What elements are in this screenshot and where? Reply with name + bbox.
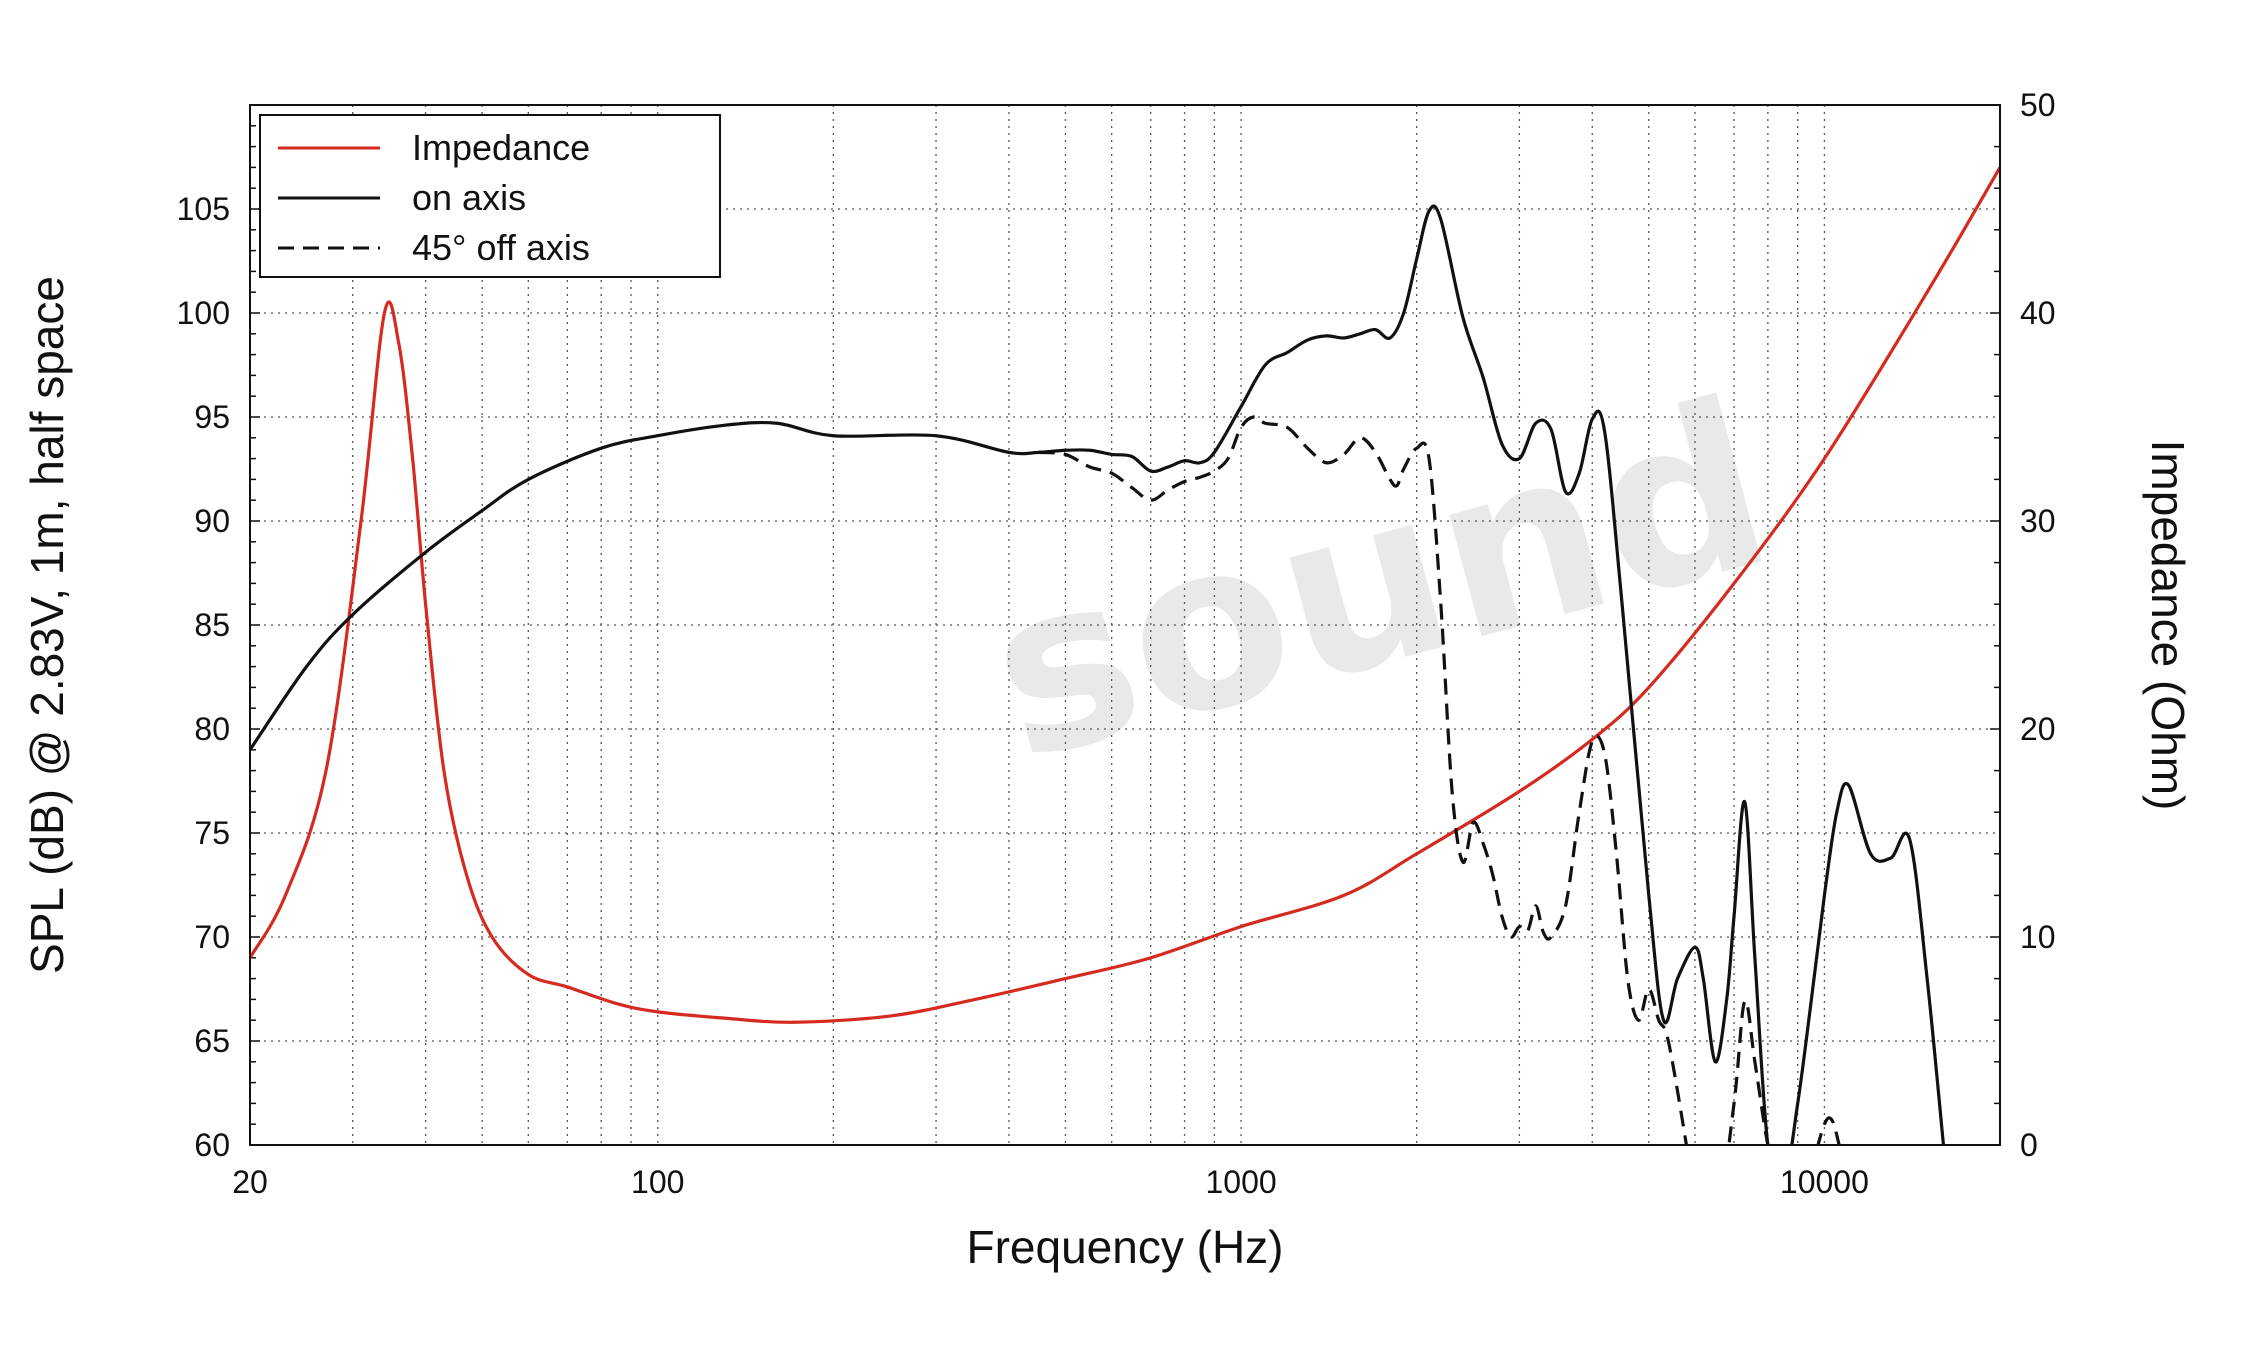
legend-label-on-axis: on axis [412, 177, 526, 218]
x-tick-label: 10000 [1780, 1164, 1869, 1200]
y-left-tick-label: 80 [194, 711, 230, 747]
legend-box [259, 114, 721, 278]
y-axis-right-title: Impedance (Ohm) [2142, 440, 2194, 811]
y-right-tick-label: 20 [2020, 711, 2056, 747]
y-left-tick-label: 75 [194, 815, 230, 851]
y-right-tick-label: 40 [2020, 295, 2056, 331]
legend-label-impedance: Impedance [412, 127, 590, 168]
y-left-tick-label: 90 [194, 503, 230, 539]
y-left-tick-label: 105 [177, 191, 230, 227]
y-left-tick-label: 85 [194, 607, 230, 643]
y-left-tick-label: 100 [177, 295, 230, 331]
series-off-axis-line [1038, 415, 1841, 1145]
y-axis-left-title: SPL (dB) @ 2.83V, 1m, half space [21, 276, 73, 974]
y-left-tick-label: 70 [194, 919, 230, 955]
plot-frame [249, 104, 2001, 1146]
x-tick-label: 20 [232, 1164, 268, 1200]
y-left-tick-label: 60 [194, 1127, 230, 1163]
tick-labels: 20 100 1000 10000 60 65 70 75 80 85 90 95 100 105 0 10 2… [177, 87, 2056, 1200]
x-axis-title: Frequency (Hz) [967, 1221, 1284, 1273]
y-left-tick-label: 65 [194, 1023, 230, 1059]
x-tick-label: 100 [631, 1164, 684, 1200]
y-left-tick-label: 95 [194, 399, 230, 435]
y-right-tick-label: 10 [2020, 919, 2056, 955]
grid [250, 105, 2000, 1145]
series-on-axis-line [250, 204, 1946, 1145]
y-right-tick-label: 30 [2020, 503, 2056, 539]
y-right-tick-label: 50 [2020, 87, 2056, 123]
y-right-tick-label: 0 [2020, 1127, 2038, 1163]
x-tick-label: 1000 [1205, 1164, 1276, 1200]
legend: Impedance on axis 45° off axis [259, 114, 721, 278]
legend-label-off-axis: 45° off axis [412, 227, 590, 268]
series-layer [250, 166, 2000, 1145]
